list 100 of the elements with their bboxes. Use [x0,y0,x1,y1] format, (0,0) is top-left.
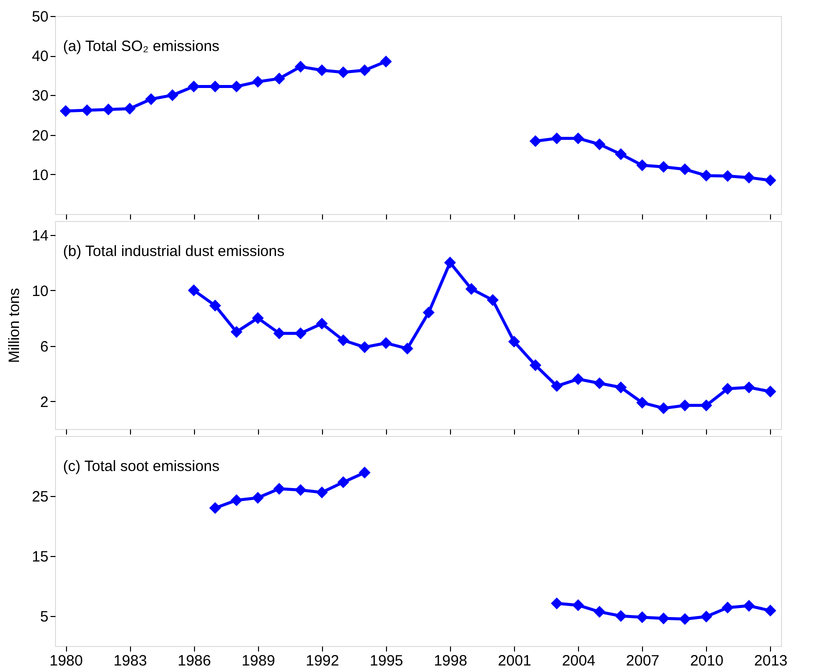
point [636,159,648,172]
point [316,486,328,498]
point [380,56,392,68]
point [294,60,306,73]
y-tick-label: 2 [40,394,48,411]
annotation: (a) Total SO₂ emissions [63,38,220,55]
point [764,174,776,186]
point [572,373,584,385]
point [550,132,563,144]
point [594,606,606,618]
point [209,502,222,514]
x-tick-label: 2010 [690,652,724,669]
point [188,284,200,296]
point [508,336,520,348]
point [550,597,563,610]
point [678,400,691,412]
point [145,93,158,106]
point [700,610,712,623]
y-tick-label: 6 [40,338,48,356]
point [358,341,371,354]
point [316,64,328,76]
y-axis-title: Million tons [6,288,23,364]
x-tick-label: 1983 [114,652,147,669]
point [81,104,93,116]
point [337,66,350,78]
x-tick-label: 1998 [434,652,468,669]
point [252,76,264,88]
x-tick-label: 1995 [370,652,404,669]
point [486,294,499,306]
point [124,102,136,115]
point [636,611,648,624]
y-tick-label: 40 [32,48,48,66]
point [764,386,776,398]
point [614,610,627,622]
point [614,148,627,160]
y-tick-label: 15 [32,548,48,566]
point [550,380,563,392]
point [530,359,542,372]
point [658,160,670,173]
x-tick-label: 2001 [498,652,532,669]
point [678,613,691,625]
annotation: (c) Total soot emissions [63,458,220,475]
point [700,400,712,412]
x-tick-label: 1992 [306,652,340,669]
y-tick-label: 20 [32,127,48,144]
point [273,482,286,495]
point [743,172,755,184]
point [743,381,755,394]
point [722,170,734,182]
point [252,312,264,324]
point [166,89,178,102]
point [678,163,691,176]
point [594,377,606,390]
point [743,600,755,612]
point [614,381,627,394]
point [422,306,435,318]
y-tick-label: 10 [32,166,48,184]
point [530,135,542,148]
point [636,396,648,409]
y-tick-label: 5 [40,608,48,626]
point [294,327,306,340]
point [60,105,72,117]
point [465,283,478,295]
point [700,170,712,182]
point [401,342,414,354]
point [230,80,242,92]
x-tick-label: 2013 [754,652,788,669]
point [380,337,392,349]
point [337,476,350,488]
y-tick-label: 10 [32,282,48,300]
point [273,327,286,340]
x-tick-label: 1986 [178,652,211,669]
point [444,256,456,269]
x-tick-label: 2004 [562,652,596,669]
point [316,318,328,330]
point [572,599,584,612]
point [358,466,371,479]
point [572,132,584,144]
point [722,382,734,395]
y-tick-label: 14 [32,227,48,244]
point [252,492,264,504]
point [230,494,242,506]
point [658,612,670,624]
point [594,138,606,150]
annotation: (b) Total industrial dust emissions [63,243,284,260]
point [188,80,200,92]
x-tick-label: 1989 [242,652,276,669]
point [722,602,734,614]
y-tick-label: 50 [32,8,48,26]
point [209,300,222,312]
x-tick-label: 2007 [626,652,660,669]
point [230,326,242,338]
point [658,402,670,414]
point [358,64,371,76]
point [273,72,286,84]
y-tick-label: 30 [32,88,48,105]
point [294,484,306,496]
point [102,104,114,116]
point [337,334,350,346]
point [764,604,776,617]
